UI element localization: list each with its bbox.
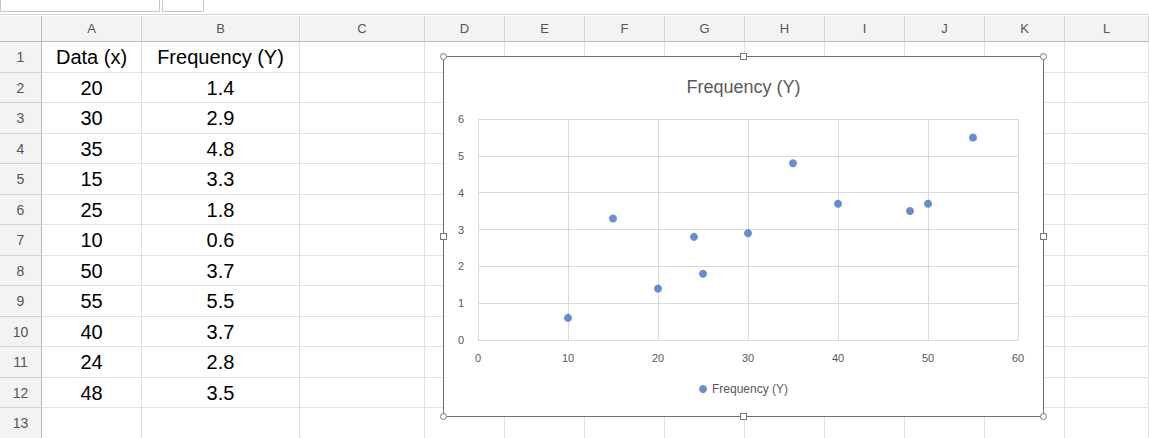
html-text:35: 35: [80, 137, 103, 160]
html-text:B: B: [216, 21, 225, 36]
html-text:5: 5: [16, 171, 25, 187]
svg-text:40: 40: [832, 352, 844, 364]
html-text:H: H: [779, 21, 790, 36]
html-text:15: 15: [80, 168, 103, 190]
html-text:L: L: [1102, 21, 1111, 36]
html-text:8: 8: [16, 262, 25, 279]
svg-text:3: 3: [458, 224, 464, 236]
html-text:2.9: 2.9: [206, 107, 235, 129]
html-text:A: A: [87, 21, 96, 36]
html-text:I: I: [862, 21, 867, 36]
svg-text:0: 0: [458, 334, 464, 346]
html-text:1.8: 1.8: [206, 198, 235, 221]
html-text:0.6: 0.6: [206, 229, 235, 251]
html-text:20: 20: [80, 76, 103, 99]
html-text:C: C: [357, 21, 367, 36]
svg-text:0: 0: [475, 352, 481, 364]
svg-text:1: 1: [458, 297, 464, 309]
svg-text:Frequency (Y): Frequency (Y): [712, 382, 788, 396]
html-text:4: 4: [16, 140, 25, 157]
html-text:6: 6: [16, 201, 25, 218]
html-text:D: D: [459, 21, 470, 36]
html-text:3.7: 3.7: [206, 259, 235, 282]
html-text:40: 40: [80, 320, 103, 343]
svg-text:2: 2: [458, 260, 464, 272]
svg-text:50: 50: [922, 352, 934, 364]
html-text:4.8: 4.8: [206, 137, 235, 160]
html-text:25: 25: [80, 198, 103, 221]
html-text:G: G: [699, 21, 710, 36]
html-text:1.4: 1.4: [206, 76, 235, 99]
html-text:5.5: 5.5: [206, 290, 235, 312]
svg-text:4: 4: [458, 187, 464, 199]
html-text:F: F: [620, 21, 629, 36]
svg-text:60: 60: [1012, 352, 1024, 364]
html-text:Frequency (Y): Frequency (Y): [157, 46, 284, 68]
html-text:48: 48: [80, 381, 103, 404]
svg-text:30: 30: [742, 352, 754, 364]
html-text:E: E: [540, 21, 549, 36]
html-text:30: 30: [80, 107, 103, 129]
html-text:J: J: [941, 21, 948, 36]
html-text:10: 10: [12, 323, 29, 340]
html-text:3: 3: [16, 110, 25, 126]
html-text:11: 11: [13, 354, 28, 370]
html-text:1: 1: [16, 49, 25, 65]
svg-text:Frequency (Y): Frequency (Y): [686, 77, 800, 97]
svg-text:20: 20: [652, 352, 664, 364]
svg-text:6: 6: [458, 113, 464, 125]
svg-text:10: 10: [562, 352, 574, 364]
html-text:10: 10: [80, 229, 103, 251]
html-text:K: K: [1020, 21, 1029, 36]
html-text:7: 7: [16, 232, 25, 248]
svg-text:5: 5: [458, 150, 464, 162]
html-text:3.7: 3.7: [206, 320, 235, 343]
html-text:12: 12: [12, 384, 29, 401]
html-text:9: 9: [16, 293, 25, 309]
html-text:2.8: 2.8: [206, 351, 235, 373]
html-text:2: 2: [16, 79, 25, 96]
html-text:50: 50: [80, 259, 103, 282]
html-text:3.3: 3.3: [206, 168, 235, 190]
html-text:55: 55: [80, 290, 103, 312]
html-text:Data (x): Data (x): [55, 46, 128, 68]
html-text:3.5: 3.5: [206, 381, 235, 404]
html-text:24: 24: [80, 351, 103, 373]
html-text:13: 13: [12, 415, 29, 431]
